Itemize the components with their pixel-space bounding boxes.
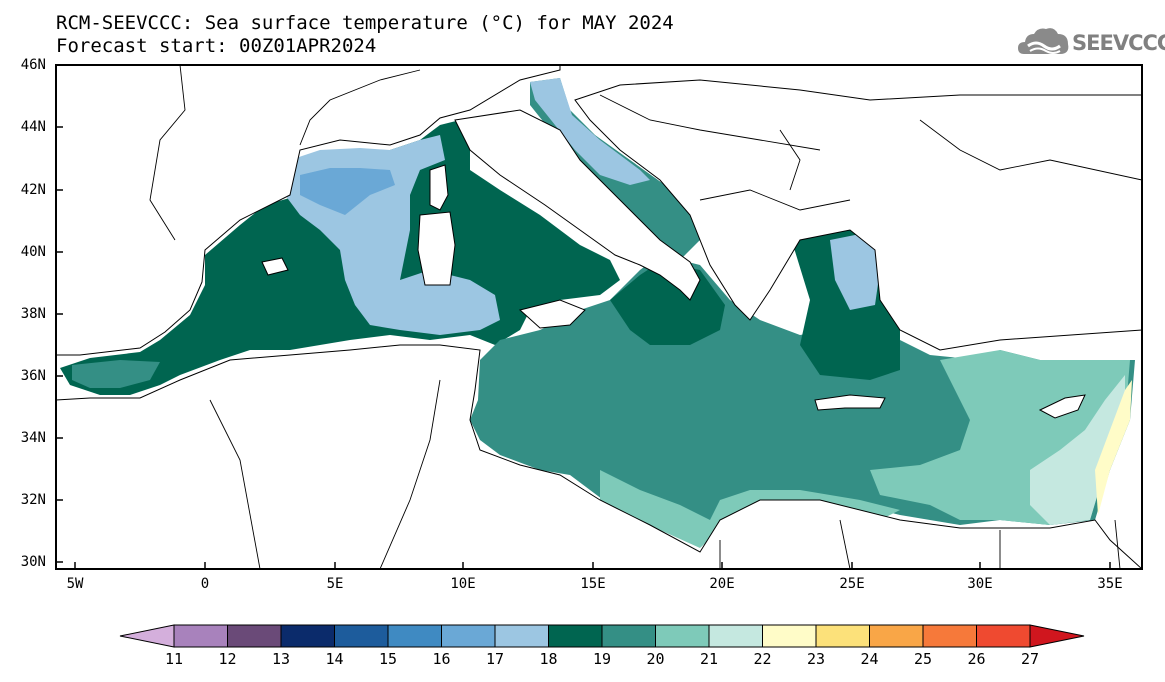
gulf-of-lion-cold [300,168,395,215]
lon-label: 5E [326,576,344,592]
north-aegean-cool [830,232,880,310]
map-title: RCM-SEEVCCC: Sea surface temperature (°C… [56,12,674,34]
lon-label: 35E [1097,576,1123,592]
colorbar-tick-label: 27 [1020,650,1040,668]
cyprus [1038,394,1086,419]
colorbar-tick-label: 26 [967,650,986,668]
colorbar-tick-label: 13 [271,650,291,668]
africa-land [56,344,1142,569]
colorbar-tick-label: 23 [806,650,826,668]
colorbar-tick-label: 14 [325,650,344,668]
lon-label: 30E [967,576,993,592]
lon-label: 5W [66,576,84,592]
colorbar-tick-label: 22 [753,650,772,668]
lon-label: 15E [580,576,606,592]
lat-label: 38N [20,306,46,322]
sicily [518,299,586,329]
colorbar-tick-label: 16 [432,650,451,668]
lon-label: 0 [200,576,210,592]
lat-label: 44N [20,119,46,135]
colorbar-tick-label: 24 [860,650,879,668]
lon-label: 20E [709,576,735,592]
lat-label: 36N [20,368,46,384]
lat-label: 40N [20,244,46,260]
lon-label: 25E [839,576,865,592]
seevccc-logo: SEEVCCC [1016,24,1165,60]
lat-label: 30N [20,554,46,570]
lat-label: 34N [20,430,46,446]
colorbar-tick-label: 25 [913,650,933,668]
corsica [429,164,449,211]
sardinia [417,211,456,286]
iberia-land [56,65,561,356]
cloud-logo-icon [1018,28,1069,54]
levantine-coast-warmest [1095,380,1132,515]
crete [814,394,886,411]
colorbar-tick-label: 18 [539,650,558,668]
colorbar-tick-label: 21 [699,650,719,668]
logo-text: SEEVCCC [1072,31,1165,55]
adriatic-north-cool [530,78,650,185]
libyan-coast-warm [600,470,900,548]
forecast-start-label: Forecast start: 00Z01APR2024 [56,35,377,57]
lat-label: 46N [20,57,46,73]
colorbar-tick-label: 19 [592,650,612,668]
colorbar-tick-label: 12 [218,650,237,668]
colorbar-tick-label: 20 [646,650,665,668]
lon-label: 10E [450,576,476,592]
mallorca [261,257,289,276]
lat-label: 32N [20,492,46,508]
lat-label: 42N [20,182,46,198]
colorbar-tick-label: 17 [485,650,505,668]
colorbar-tick-label: 15 [378,650,398,668]
levantine-coast-warmer [1030,375,1125,525]
alboran-sea [72,360,160,388]
colorbar-tick-label: 11 [164,650,184,668]
balkan-land [574,79,1142,351]
italy-land [454,109,701,301]
